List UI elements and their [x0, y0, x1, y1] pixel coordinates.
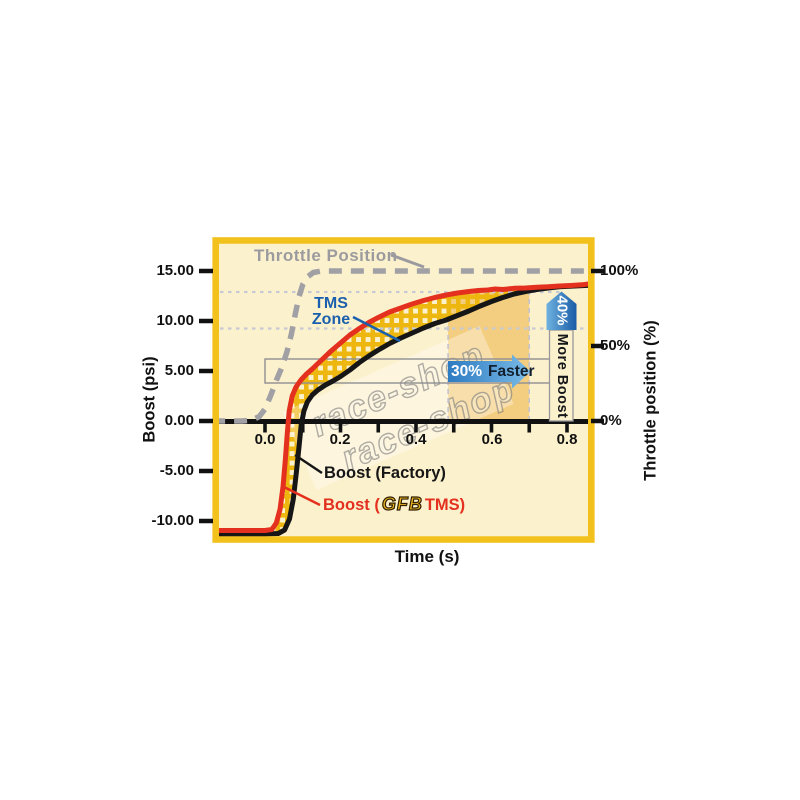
- y-tick-label: 15.00: [156, 262, 194, 279]
- gfb-logo: GFB: [381, 493, 423, 514]
- faster-percent: 30%: [451, 363, 483, 380]
- legend-boost-factory: Boost (Factory): [324, 464, 446, 482]
- y-tick-label: -10.00: [151, 512, 194, 529]
- throttle-label-pointer: [390, 253, 425, 269]
- right-tick-label: 0%: [600, 412, 622, 429]
- forty-percent-up-arrow: [546, 291, 577, 330]
- legend-boost-gfb-tms: Boost (GFB TMS): [323, 493, 466, 515]
- tms-zone-pointer: [352, 315, 401, 343]
- legend-tms-suffix: TMS): [424, 496, 466, 514]
- y-tick-label: -5.00: [159, 462, 194, 479]
- x-tick-label: 0.6: [481, 431, 503, 448]
- axis-ticks: [199, 268, 604, 524]
- x-axis-title: Time (s): [394, 547, 460, 566]
- more-boost-label: More Boost: [554, 333, 570, 419]
- x-tick-label: 0.4: [405, 431, 427, 448]
- more-boost-percent: 40%: [553, 295, 571, 326]
- tms-zone-label-line1: TMS: [314, 295, 348, 312]
- right-tick-label: 100%: [600, 262, 639, 279]
- faster-word: Faster: [488, 363, 535, 380]
- legend-tms-prefix: Boost (: [323, 496, 380, 514]
- throttle-position-label: Throttle Position: [254, 246, 398, 265]
- y-tick-label: 10.00: [156, 312, 194, 329]
- tms-zone-label: TMS Zone: [294, 296, 368, 327]
- x-tick-label: 0.8: [556, 431, 578, 448]
- thirty-percent-faster-arrow: [448, 354, 531, 389]
- boost-gfb-tms-curve: [219, 281, 588, 533]
- y-axis-title-left: Boost (psi): [140, 356, 159, 443]
- faster-callout: 30% Faster: [451, 363, 535, 381]
- annotation-pointer-lines: [283, 253, 425, 507]
- x-tick-label: 0.2: [329, 431, 351, 448]
- right-tick-label: 50%: [600, 337, 631, 354]
- tms-legend-pointer: [283, 485, 321, 507]
- y-axis-title-right: Throttle position (%): [641, 320, 660, 481]
- y-tick-label: 5.00: [164, 362, 194, 379]
- boost-factory-curve: [219, 282, 588, 537]
- tms-zone-label-line2: Zone: [311, 310, 351, 328]
- chart-frame-border: [212, 237, 595, 543]
- y-tick-label: 0.00: [164, 412, 194, 429]
- x-tick-label: 0.0: [254, 431, 276, 448]
- more-boost-highlight-band: [448, 287, 530, 421]
- factory-legend-pointer: [294, 453, 323, 475]
